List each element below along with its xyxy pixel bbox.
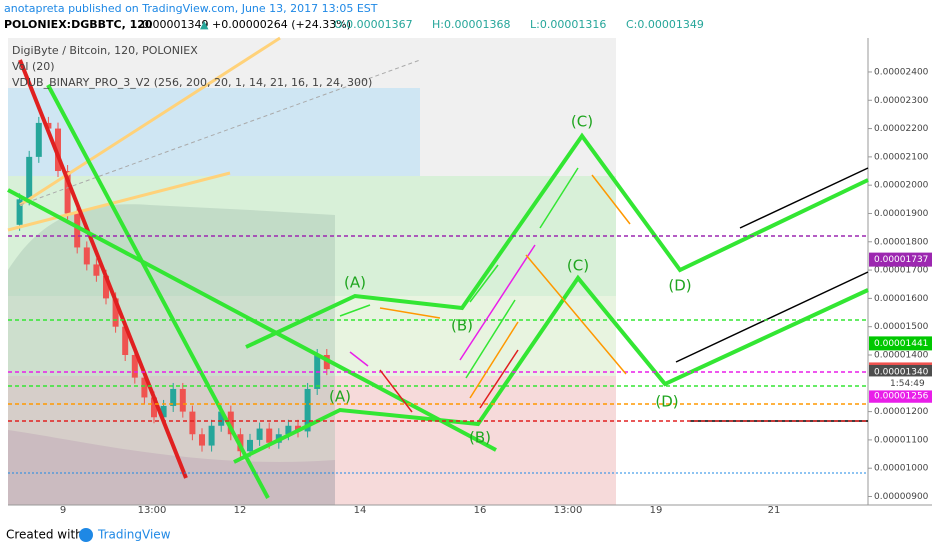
candle (141, 377, 148, 398)
symbol: POLONIEX:DGBBTC, 120 (4, 18, 153, 31)
price-label: 0.00001800 (874, 237, 929, 247)
wave-label: (D) (655, 393, 678, 411)
arrow: ▲ (200, 18, 209, 31)
wave-label: (C) (567, 257, 589, 275)
candle (304, 388, 311, 432)
price-marker (869, 388, 932, 403)
price-label: 0.00002000 (874, 181, 929, 191)
legend-entry: DigiByte / Bitcoin, 120, POLONIEX (12, 44, 198, 57)
price-label: 0.00001700 (874, 266, 929, 276)
time-label: 9 (60, 505, 66, 516)
candle (170, 388, 177, 406)
candle (208, 425, 215, 446)
price-marker-label: 0.00001441 (874, 339, 928, 349)
candle (35, 122, 42, 157)
price-marker-label: 0.00001737 (874, 255, 928, 265)
candle (64, 171, 71, 214)
low: L:0.00001316 (530, 18, 606, 31)
candle (256, 428, 263, 440)
price-label: 0.00002200 (874, 124, 929, 134)
wave-label: (D) (668, 277, 691, 295)
footer-created: Created with (6, 528, 83, 542)
price-label: 0.00000900 (874, 492, 929, 502)
countdown: 1:54:49 (890, 379, 925, 389)
price-label: 0.00002100 (874, 152, 929, 162)
candle (266, 428, 273, 443)
candle (74, 213, 81, 248)
legend-entry: VDUB_BINARY_PRO_3_V2 (256, 200, 20, 1, 1… (12, 76, 372, 89)
logo (79, 528, 93, 542)
footer-brand[interactable]: TradingView (97, 528, 171, 542)
header-bg (0, 0, 932, 38)
price-label: 0.00001400 (874, 350, 929, 360)
candle (131, 354, 138, 378)
legend-entry: Vol (20) (12, 60, 55, 73)
candle (16, 199, 23, 225)
last-price: 0.00001349 (142, 18, 208, 31)
price-label: 0.00002400 (874, 67, 929, 77)
candle (151, 397, 157, 418)
price-marker-label: 0.00001256 (874, 391, 929, 401)
price-marker (869, 336, 932, 351)
candle (55, 128, 61, 172)
candle (199, 434, 205, 446)
open: O:0.00001367 (334, 18, 413, 31)
wave-label: (B) (469, 429, 491, 447)
wave-label: (C) (571, 113, 593, 131)
price-label: 0.00001600 (874, 294, 929, 304)
candle (160, 405, 167, 418)
change: +0.00000264 (+24.33%) (212, 18, 351, 31)
candle (93, 264, 100, 276)
candle (26, 156, 33, 200)
candle (218, 411, 225, 426)
candle (247, 439, 253, 452)
candle (112, 298, 119, 327)
price-label: 0.00001100 (874, 435, 929, 445)
footer-bg (0, 515, 932, 550)
price-label: 0.00001200 (874, 407, 929, 417)
author-line: anotapreta published on TradingView.com,… (4, 2, 378, 15)
time-label: 16 (474, 505, 487, 516)
candle (189, 411, 196, 435)
price-marker (869, 252, 932, 267)
candle (122, 326, 129, 355)
countdown-bg (869, 376, 932, 391)
wave-label: (A) (344, 274, 366, 292)
candle (285, 425, 292, 435)
candle (83, 247, 90, 265)
high: H:0.00001368 (432, 18, 510, 31)
candle (227, 411, 234, 435)
time-label: 13:00 (138, 505, 167, 516)
price-marker (869, 364, 932, 379)
candle (179, 388, 186, 412)
time-label: 21 (768, 505, 781, 516)
price-label: 0.00002300 (874, 96, 929, 106)
time-label: 12 (234, 505, 247, 516)
close: C:0.00001349 (626, 18, 704, 31)
price-label: 0.00001900 (874, 209, 929, 219)
time-label: 14 (354, 505, 367, 516)
price-marker-label: 0.00001340 (874, 367, 929, 377)
drawings (7, 36, 869, 499)
price-label: 0.00001500 (874, 322, 929, 332)
price-label: 0.00001000 (874, 464, 929, 474)
time-label: 13:00 (554, 505, 583, 516)
candle (45, 122, 52, 129)
wave-label: (A) (329, 388, 351, 406)
candle (103, 275, 109, 299)
time-label: 19 (650, 505, 663, 516)
wave-label: (B) (451, 317, 473, 335)
